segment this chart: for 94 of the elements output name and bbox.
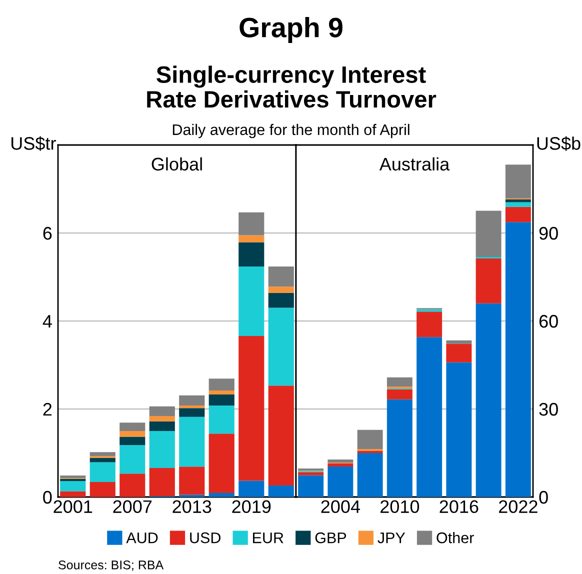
legend-label: EUR bbox=[253, 532, 284, 544]
y-axis-title: US$b bbox=[537, 136, 580, 151]
bar bbox=[179, 416, 205, 467]
y-tick-label: 0 bbox=[43, 490, 52, 504]
bar bbox=[505, 206, 531, 222]
bar bbox=[208, 378, 234, 391]
bar bbox=[179, 405, 205, 408]
bar bbox=[416, 337, 442, 497]
legend-label: USD bbox=[190, 532, 220, 544]
bar bbox=[268, 286, 294, 293]
y-tick-label: 30 bbox=[539, 402, 558, 416]
y-tick-label: 2 bbox=[43, 402, 52, 416]
bar bbox=[179, 408, 205, 417]
bar bbox=[238, 242, 264, 266]
bar bbox=[386, 389, 412, 400]
bar bbox=[120, 422, 146, 431]
text: Australia bbox=[379, 157, 450, 171]
y-tick-label: 0 bbox=[539, 490, 548, 504]
y-tick-label: 6 bbox=[43, 226, 52, 240]
bar bbox=[476, 210, 502, 258]
x-tick-label: 2007 bbox=[113, 500, 152, 514]
text: Global bbox=[152, 157, 202, 171]
bar bbox=[505, 222, 531, 497]
bar bbox=[357, 453, 383, 497]
x-tick-label: 2010 bbox=[380, 500, 420, 514]
caption: Graph 9 bbox=[240, 17, 342, 43]
bar bbox=[386, 399, 412, 497]
bar bbox=[208, 434, 234, 494]
y-tick-label: 60 bbox=[539, 314, 558, 328]
bar bbox=[298, 475, 324, 497]
bar bbox=[298, 472, 324, 476]
bar bbox=[120, 431, 146, 437]
y-tick-label: 90 bbox=[539, 226, 558, 240]
bar bbox=[179, 395, 205, 406]
bar bbox=[268, 386, 294, 486]
bar bbox=[268, 266, 294, 287]
bar bbox=[149, 468, 175, 496]
y-axis-title: US$tr bbox=[11, 136, 56, 151]
bar bbox=[90, 462, 116, 482]
bar bbox=[505, 164, 531, 198]
legend-label: GBP bbox=[315, 532, 346, 544]
bar bbox=[60, 481, 86, 492]
text: Single-currency Interest Rate Derivatives Turnover bbox=[147, 66, 436, 108]
x-tick-label: 2016 bbox=[440, 500, 478, 514]
bar bbox=[268, 486, 294, 497]
bar bbox=[60, 491, 86, 497]
text: Daily average for the month of April bbox=[172, 124, 410, 138]
bar bbox=[328, 459, 354, 463]
bar bbox=[120, 436, 146, 446]
bar bbox=[208, 493, 234, 497]
bar bbox=[357, 430, 383, 450]
bar bbox=[328, 463, 354, 466]
bar bbox=[505, 202, 531, 207]
x-tick-label: 2001 bbox=[54, 500, 92, 514]
x-tick-label: 2019 bbox=[232, 500, 271, 514]
bar bbox=[238, 336, 264, 481]
bar bbox=[208, 394, 234, 406]
bar bbox=[476, 258, 502, 304]
bar bbox=[238, 480, 264, 497]
source-note: Sources: BIS; RBA bbox=[58, 560, 164, 571]
bar bbox=[238, 212, 264, 236]
bar bbox=[90, 458, 116, 462]
bar bbox=[386, 377, 412, 387]
bar bbox=[416, 312, 442, 338]
bar bbox=[446, 362, 472, 497]
bar bbox=[238, 235, 264, 242]
bar bbox=[446, 340, 472, 344]
legend-label: JPY bbox=[378, 532, 406, 544]
bar bbox=[208, 390, 234, 394]
bar bbox=[60, 478, 86, 482]
bar bbox=[149, 421, 175, 431]
bar bbox=[120, 445, 146, 474]
legend-label: Other bbox=[436, 532, 474, 544]
bar bbox=[149, 406, 175, 416]
bar bbox=[120, 474, 146, 497]
bar bbox=[149, 431, 175, 468]
bar bbox=[90, 452, 116, 456]
bar bbox=[505, 200, 531, 202]
bar bbox=[238, 266, 264, 336]
bar bbox=[328, 466, 354, 497]
bar bbox=[90, 482, 116, 497]
bar bbox=[446, 344, 472, 362]
x-tick-label: 2013 bbox=[172, 500, 212, 514]
bar bbox=[179, 466, 205, 495]
x-tick-label: 2004 bbox=[321, 500, 360, 514]
bar bbox=[60, 475, 86, 478]
bar bbox=[476, 303, 502, 497]
legend-label: AUD bbox=[126, 532, 158, 544]
bar bbox=[208, 405, 234, 434]
bar bbox=[268, 292, 294, 308]
x-tick-label: 2022 bbox=[499, 500, 538, 514]
bar bbox=[268, 308, 294, 386]
y-tick-label: 4 bbox=[42, 315, 52, 328]
bar bbox=[149, 416, 175, 422]
